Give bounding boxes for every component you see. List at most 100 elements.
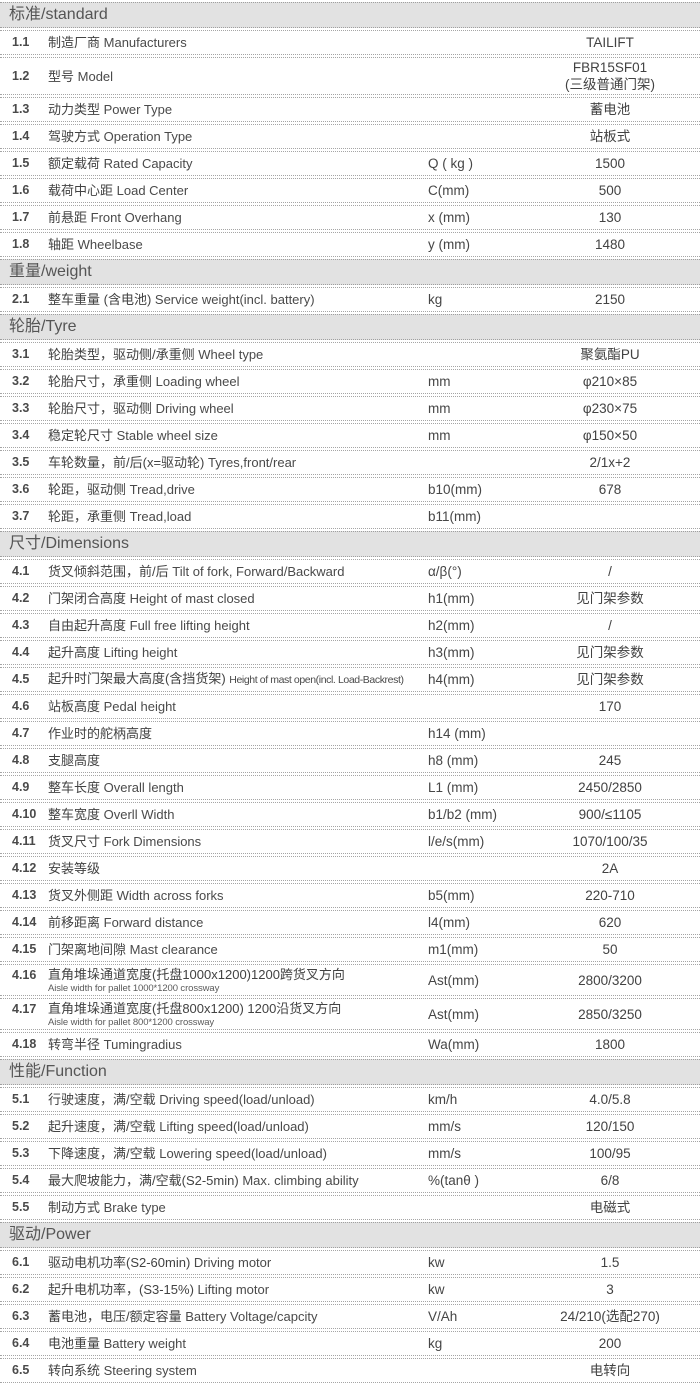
value: 蓄电池 xyxy=(520,101,700,118)
row-number: 4.3 xyxy=(12,618,30,632)
row-number: 3.3 xyxy=(12,401,30,415)
symbol-unit: %(tanθ ) xyxy=(428,1173,480,1188)
value: 220-710 xyxy=(520,887,700,904)
row-number: 4.9 xyxy=(12,780,30,794)
symbol-unit: l/e/s(mm) xyxy=(428,834,485,849)
value-line1: 2150 xyxy=(594,292,626,307)
row-number: 3.6 xyxy=(12,482,30,496)
description-en: Tyres,front/rear xyxy=(208,455,297,470)
description-en: Lowering speed(load/unload) xyxy=(159,1146,327,1161)
spec-row: 3.2 轮胎尺寸，承重侧 Loading wheel mm φ210×85 xyxy=(0,369,700,394)
description-cn: 自由起升高度 xyxy=(48,618,127,633)
description-en: Overll Width xyxy=(103,807,175,822)
value: 电转向 xyxy=(520,1362,700,1379)
description-en: Model xyxy=(77,68,114,84)
description-cn: 作业时的舵柄高度 xyxy=(48,726,153,741)
description-cn: 下降速度，满/空载 xyxy=(48,1146,156,1161)
description-cn: 起升电机功率，(S3-15%) xyxy=(48,1282,194,1297)
symbol-unit: Q ( kg ) xyxy=(428,156,474,171)
value: 电磁式 xyxy=(520,1199,700,1216)
description-cn: 站板高度 xyxy=(48,699,101,714)
spec-row: 2.1 整车重量 (含电池) Service weight(incl. batte… xyxy=(0,287,700,312)
description-en: Driving speed(load/unload) xyxy=(159,1092,315,1107)
spec-row: 4.1 货叉倾斜范围，前/后 Tilt of fork, Forward/Back… xyxy=(0,559,700,584)
row-description: 轴距 Wheelbase xyxy=(48,236,422,253)
row-number: 5.4 xyxy=(12,1173,30,1187)
spec-row: 4.8 支腿高度 h8 (mm) 245 xyxy=(0,748,700,773)
row-number: 1.6 xyxy=(12,183,30,197)
description-cn: 轮胎尺寸，驱动侧 xyxy=(48,401,153,416)
description-en: Front Overhang xyxy=(90,210,182,225)
description-en: Fork Dimensions xyxy=(103,834,202,849)
value-line1: 500 xyxy=(598,183,622,198)
row-description: 货叉尺寸 Fork Dimensions xyxy=(48,833,422,850)
row-number: 4.15 xyxy=(12,942,37,956)
row-description: 转弯半径 Tumingradius xyxy=(48,1036,422,1053)
description-cn: 整车重量 (含电池) xyxy=(48,292,152,307)
description-cn: 动力类型 xyxy=(48,102,101,117)
row-number: 2.1 xyxy=(12,292,30,306)
description-cn: 轮胎类型，驱动侧/承重侧 xyxy=(48,347,195,362)
row-number: 4.11 xyxy=(12,834,36,848)
row-description: 门架离地间隙 Mast clearance xyxy=(48,941,422,958)
value-line1: 聚氨酯PU xyxy=(580,347,640,362)
row-number: 6.5 xyxy=(12,1363,30,1377)
row-description: 轮胎尺寸，驱动侧 Driving wheel xyxy=(48,400,422,417)
value-line1: 蓄电池 xyxy=(589,102,631,117)
value-line2: (三级普通门架) xyxy=(565,77,655,92)
spec-row: 3.3 轮胎尺寸，驱动侧 Driving wheel mm φ230×75 xyxy=(0,396,700,421)
row-number: 1.4 xyxy=(12,129,30,143)
row-description: 直角堆垛通道宽度(托盘800x1200) 1200沿货叉方向 Aisle widt… xyxy=(48,1000,422,1028)
value: 4.0/5.8 xyxy=(520,1091,700,1108)
spec-row: 5.3 下降速度，满/空载 Lowering speed(load/unload)… xyxy=(0,1141,700,1166)
description-en: Tilt of fork, Forward/Backward xyxy=(172,564,345,579)
row-description: 行驶速度，满/空载 Driving speed(load/unload) xyxy=(48,1091,422,1108)
row-description: 载荷中心距 Load Center xyxy=(48,182,422,199)
value: 2450/2850 xyxy=(520,779,700,796)
symbol-unit: kg xyxy=(428,1336,443,1351)
description-cn: 起升时门架最大高度(含挡货架) xyxy=(48,671,226,686)
row-number: 4.8 xyxy=(12,753,30,767)
row-description: 动力类型 Power Type xyxy=(48,101,422,118)
symbol-unit: y (mm) xyxy=(428,237,470,252)
section-header: 标准/standard xyxy=(0,2,700,28)
description-en: Wheel type xyxy=(198,347,264,362)
spec-row: 4.6 站板高度 Pedal height 170 xyxy=(0,694,700,719)
value-line1: 见门架参数 xyxy=(576,645,644,660)
value: FBR15SF01 (三级普通门架) xyxy=(520,59,700,93)
value-line1: φ150×50 xyxy=(582,428,638,443)
value-line1: 130 xyxy=(598,210,622,225)
value-line1: 1480 xyxy=(594,237,626,252)
row-number: 1.1 xyxy=(12,35,30,49)
description-en: Driving wheel xyxy=(155,401,234,416)
symbol-unit: Wa(mm) xyxy=(428,1037,480,1052)
spec-row: 5.1 行驶速度，满/空载 Driving speed(load/unload) k… xyxy=(0,1087,700,1112)
description-en: Lifting height xyxy=(103,645,178,660)
description-en: Height of mast open(incl. Load-Backrest) xyxy=(229,674,404,686)
row-number: 6.2 xyxy=(12,1282,30,1296)
spec-row: 4.15 门架离地间隙 Mast clearance m1(mm) 50 xyxy=(0,937,700,962)
description-note: Aisle width for pallet 1000*1200 crosswa… xyxy=(48,983,220,994)
value-line1: 170 xyxy=(598,699,622,714)
description-en: Load Center xyxy=(116,183,189,198)
value: 900/≤1105 xyxy=(520,806,700,823)
description-cn: 起升高度 xyxy=(48,645,101,660)
row-number: 4.2 xyxy=(12,591,30,605)
value: 站板式 xyxy=(520,128,700,145)
row-description: 制造厂商 Manufacturers xyxy=(48,34,422,51)
row-description: 稳定轮尺寸 Stable wheel size xyxy=(48,427,422,444)
value-line1: 1.5 xyxy=(600,1255,620,1270)
value: 3 xyxy=(520,1281,700,1298)
description-en: Battery weight xyxy=(103,1336,187,1351)
value: 1480 xyxy=(520,236,700,253)
value-line1: φ230×75 xyxy=(582,401,638,416)
value-line1: 3 xyxy=(606,1282,614,1297)
description-en: Tread,drive xyxy=(129,482,195,497)
row-number: 4.10 xyxy=(12,807,37,821)
spec-row: 6.4 电池重量 Battery weight kg 200 xyxy=(0,1331,700,1356)
value: 2800/3200 xyxy=(520,972,700,989)
row-number: 3.1 xyxy=(12,347,30,361)
row-description: 轮胎类型，驱动侧/承重侧 Wheel type xyxy=(48,346,422,363)
value-line1: 678 xyxy=(598,482,622,497)
